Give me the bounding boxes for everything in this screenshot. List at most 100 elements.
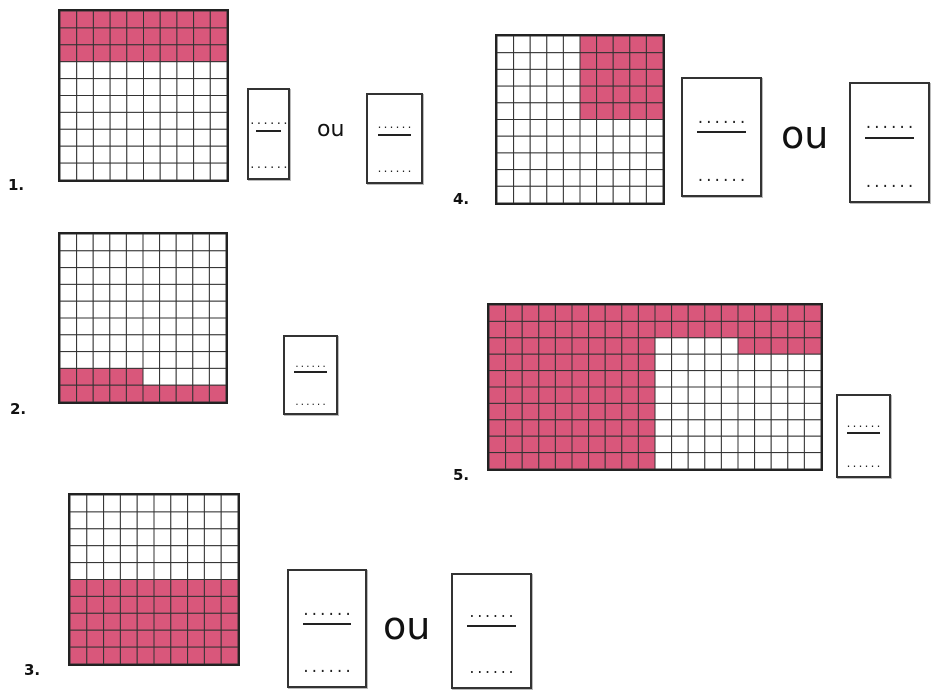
problem-number-1: 1. — [8, 176, 25, 194]
blank-cell — [109, 300, 127, 319]
blank-cell — [176, 78, 195, 96]
blank-cell — [76, 162, 94, 180]
blank-cell — [142, 334, 161, 353]
blank-cell — [103, 545, 121, 564]
blank-cell — [704, 435, 722, 454]
shaded-cell — [170, 629, 189, 648]
shaded-cell — [220, 629, 238, 648]
blank-cell — [513, 85, 531, 104]
blank-cell — [159, 128, 178, 147]
blank-cell — [176, 95, 195, 113]
blank-cell — [562, 185, 581, 203]
shaded-cell — [754, 305, 772, 322]
blank-cell — [629, 119, 647, 137]
blank-cell — [136, 528, 155, 547]
blank-cell — [770, 386, 789, 404]
blank-cell — [546, 36, 564, 54]
blank-cell — [92, 300, 111, 319]
shaded-cell — [159, 384, 177, 402]
blank-cell — [208, 351, 226, 369]
blank-cell — [192, 267, 210, 285]
shaded-cell — [103, 646, 121, 664]
shaded-cell — [109, 367, 127, 386]
blank-cell — [687, 337, 706, 355]
denominator-blank: ...... — [301, 660, 353, 676]
blank-cell — [787, 386, 805, 404]
shaded-cell — [554, 337, 573, 355]
shaded-cell — [621, 305, 639, 322]
blank-cell — [208, 334, 226, 353]
fraction-answer-box-5[interactable]: ............ — [836, 394, 891, 478]
blank-cell — [119, 562, 138, 580]
fraction-answer-box-1a[interactable]: ............ — [247, 88, 290, 180]
blank-cell — [562, 152, 581, 171]
hundred-grid-2 — [58, 232, 228, 404]
blank-cell — [175, 250, 194, 269]
shaded-cell — [92, 367, 111, 386]
blank-cell — [513, 68, 531, 87]
or-label-3: ou — [383, 604, 431, 648]
shaded-cell — [596, 52, 614, 70]
blank-cell — [86, 495, 105, 513]
shaded-cell — [103, 629, 121, 648]
blank-cell — [60, 267, 78, 285]
shaded-cell — [92, 384, 111, 402]
blank-cell — [109, 95, 128, 113]
blank-cell — [671, 435, 689, 454]
shaded-cell — [203, 646, 222, 664]
blank-cell — [60, 317, 78, 336]
blank-cell — [203, 528, 222, 547]
blank-cell — [645, 135, 663, 154]
shaded-cell — [103, 595, 121, 614]
blank-cell — [770, 402, 789, 421]
blank-cell — [192, 317, 210, 336]
shaded-cell — [604, 402, 623, 421]
fraction-answer-box-3b[interactable]: ............ — [451, 573, 532, 689]
shaded-cell — [489, 320, 507, 339]
blank-cell — [546, 135, 564, 154]
fraction-answer-box-3a[interactable]: ............ — [287, 569, 367, 688]
blank-cell — [497, 169, 515, 187]
blank-cell — [187, 562, 205, 580]
shaded-cell — [604, 435, 623, 454]
blank-cell — [513, 152, 531, 171]
blank-cell — [612, 169, 631, 187]
blank-cell — [671, 386, 689, 404]
blank-cell — [671, 337, 689, 355]
blank-cell — [119, 511, 138, 530]
blank-cell — [70, 528, 88, 547]
fraction-answer-box-4a[interactable]: ............ — [681, 77, 762, 197]
fraction-answer-box-1b[interactable]: ............ — [366, 93, 423, 184]
blank-cell — [704, 386, 722, 404]
blank-cell — [103, 528, 121, 547]
shaded-cell — [588, 370, 606, 388]
shaded-cell — [737, 337, 756, 355]
blank-cell — [159, 234, 177, 252]
blank-cell — [209, 61, 227, 80]
shaded-cell — [612, 102, 631, 121]
blank-cell — [720, 452, 739, 469]
blank-cell — [209, 95, 227, 113]
problem-number-4: 4. — [453, 190, 470, 208]
fraction-bar — [294, 371, 327, 373]
shaded-cell — [571, 452, 590, 469]
blank-cell — [497, 85, 515, 104]
shaded-cell — [787, 305, 805, 322]
blank-cell — [143, 145, 161, 164]
problem-number-2: 2. — [10, 400, 27, 418]
blank-cell — [546, 152, 564, 171]
shaded-cell — [119, 595, 138, 614]
fraction-answer-box-4b[interactable]: ............ — [849, 82, 930, 203]
shaded-cell — [505, 305, 523, 322]
blank-cell — [175, 334, 194, 353]
shaded-cell — [538, 320, 556, 339]
blank-cell — [76, 267, 94, 285]
shaded-cell — [787, 337, 805, 355]
shaded-cell — [629, 68, 647, 87]
blank-cell — [92, 162, 111, 180]
fraction-answer-box-2[interactable]: ............ — [283, 335, 338, 415]
shaded-cell — [143, 27, 161, 46]
blank-cell — [60, 250, 78, 269]
blank-cell — [654, 386, 673, 404]
blank-cell — [687, 353, 706, 372]
